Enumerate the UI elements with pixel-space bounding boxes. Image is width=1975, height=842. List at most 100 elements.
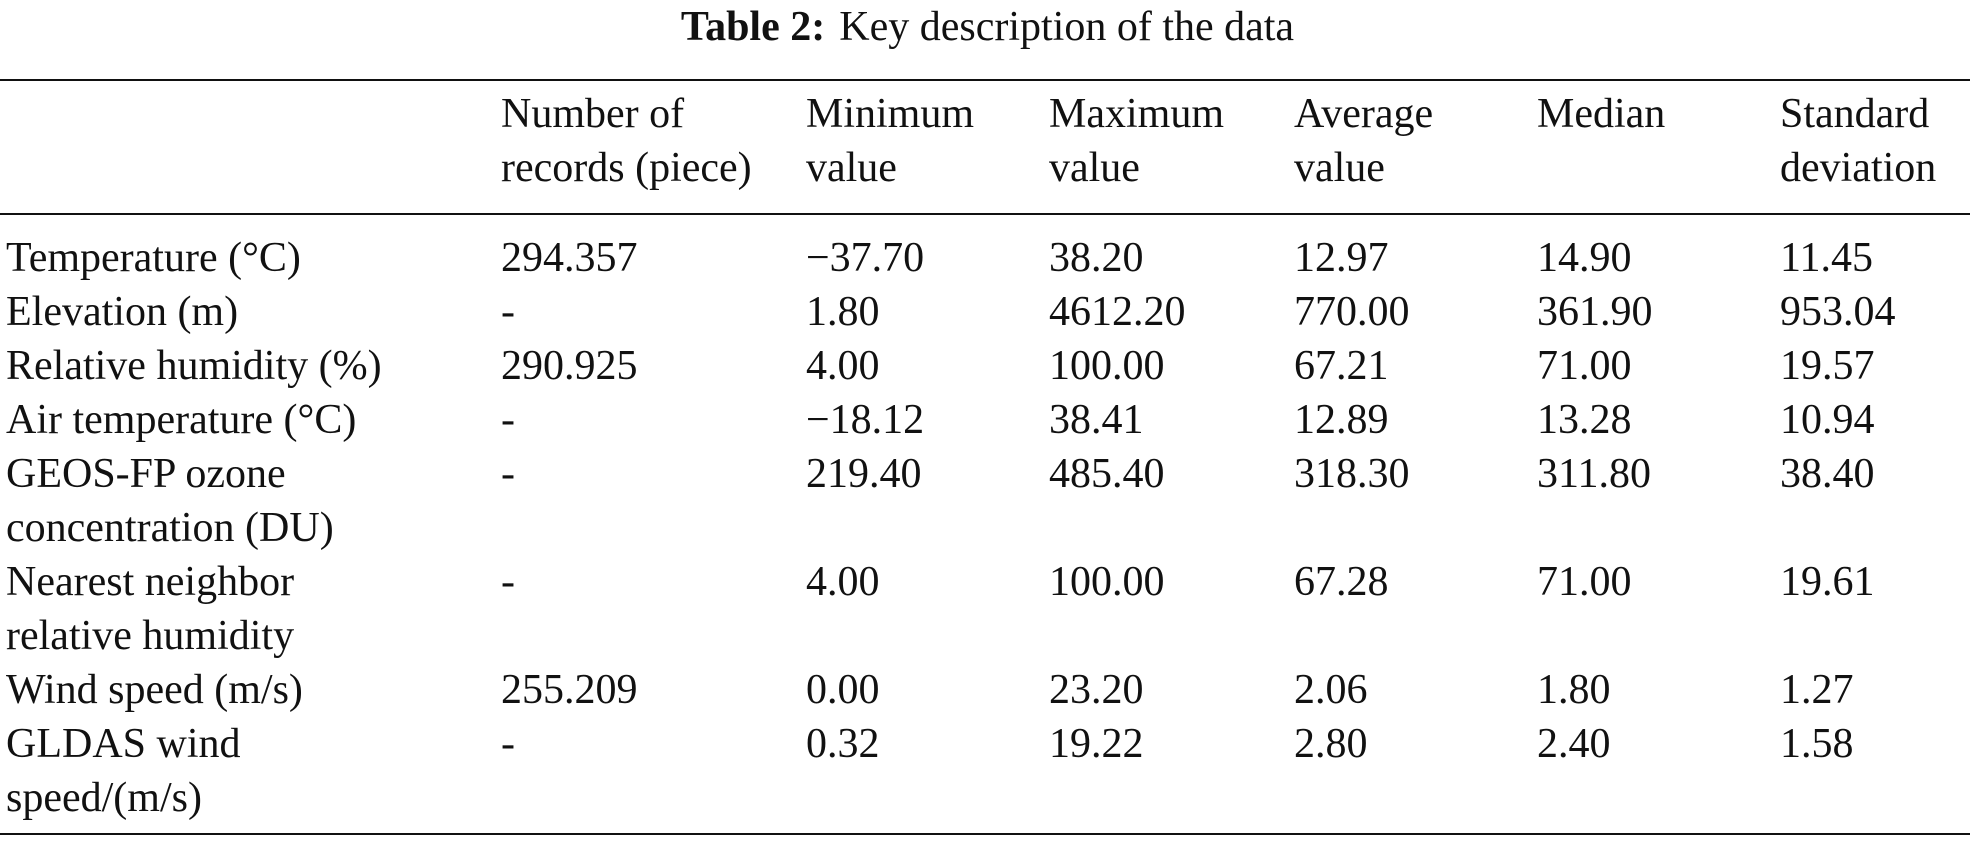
cell-line: speed/(m/s) (6, 775, 202, 821)
row-label: GEOS-FP ozone concentration (DU) (0, 447, 495, 555)
table-row: Wind speed (m/s) 255.209 0.00 23.20 2.06 1.80… (0, 663, 1970, 717)
table-cell: 13.28 (1537, 397, 1632, 443)
cell-line: relative humidity (6, 613, 295, 659)
data-table: Number of records (piece) Minimum value Maxi… (0, 79, 1970, 835)
table-cell: 10.94 (1780, 397, 1875, 443)
cell-line: value (1049, 145, 1140, 191)
table-cell: 294.357 (501, 235, 638, 281)
row-label: Elevation (m) (0, 285, 495, 339)
cell-line: Number of (501, 91, 685, 137)
row-label: Air temperature (°C) (0, 393, 495, 447)
table-cell: 19.61 (1780, 559, 1875, 605)
table-cell: 19.57 (1780, 343, 1875, 389)
cell-line: Air temperature (°C) (6, 397, 357, 443)
table-caption: Table 2: Key description of the data (0, 0, 1975, 54)
table-cell: 67.28 (1294, 559, 1389, 605)
table-cell: 1.58 (1780, 721, 1854, 767)
table-cell: 11.45 (1780, 235, 1873, 281)
table-cell: - (501, 559, 515, 605)
cell-line: value (806, 145, 897, 191)
cell-line: Relative humidity (%) (6, 343, 382, 389)
table-cell: 38.41 (1049, 397, 1144, 443)
table-cell: 1.27 (1780, 667, 1854, 713)
table-row: Nearest neighbor relative humidity - 4.00 10… (0, 555, 1970, 663)
cell-line: Wind speed (m/s) (6, 667, 303, 713)
header-cell: Number of records (piece) (495, 80, 800, 214)
table-row: Elevation (m) - 1.80 4612.20 770.00 361.90 953… (0, 285, 1970, 339)
table-cell: 12.97 (1294, 235, 1389, 281)
table-cell: 953.04 (1780, 289, 1896, 335)
table-cell: 1.80 (806, 289, 880, 335)
cell-line: concentration (DU) (6, 505, 334, 551)
table-cell: 219.40 (806, 451, 922, 497)
table-cell: 4.00 (806, 343, 880, 389)
table-cell: −37.70 (806, 235, 925, 281)
table-cell: - (501, 451, 515, 497)
table-cell: 12.89 (1294, 397, 1389, 443)
cell-line: Elevation (m) (6, 289, 239, 335)
cell-line: Median (1537, 91, 1666, 137)
cell-line: Average (1294, 91, 1434, 137)
header-cell: Maximum value (1043, 80, 1288, 214)
table-row: Relative humidity (%) 290.925 4.00 100.00 67… (0, 339, 1970, 393)
table-cell: 4.00 (806, 559, 880, 605)
table-cell: 1.80 (1537, 667, 1611, 713)
table-cell: 38.40 (1780, 451, 1875, 497)
row-label: Wind speed (m/s) (0, 663, 495, 717)
table-cell: 290.925 (501, 343, 638, 389)
table-cell: - (501, 397, 515, 443)
header-row: Number of records (piece) Minimum value Maxi… (0, 80, 1970, 214)
table-cell: 311.80 (1537, 451, 1651, 497)
cell-line: Standard (1780, 91, 1930, 137)
header-cell: Standard deviation (1774, 80, 1970, 214)
table-cell: 318.30 (1294, 451, 1410, 497)
cell-line: deviation (1780, 145, 1937, 191)
table-cell: −18.12 (806, 397, 925, 443)
table-cell: - (501, 289, 515, 335)
table-cell: 361.90 (1537, 289, 1653, 335)
table-cell: 2.40 (1537, 721, 1611, 767)
table-cell: 14.90 (1537, 235, 1632, 281)
table-cell: 100.00 (1049, 559, 1165, 605)
table-cell: 2.06 (1294, 667, 1368, 713)
cell-line: value (1294, 145, 1385, 191)
row-label: Temperature (°C) (0, 214, 495, 285)
cell-line: Maximum (1049, 91, 1224, 137)
table-cell: 2.80 (1294, 721, 1368, 767)
table-cell: 0.00 (806, 667, 880, 713)
table-cell: 0.32 (806, 721, 880, 767)
table-cell: 71.00 (1537, 343, 1632, 389)
row-label: Relative humidity (%) (0, 339, 495, 393)
row-label: GLDAS wind speed/(m/s) (0, 717, 495, 834)
table-row: GEOS-FP ozone concentration (DU) - 219.40 48… (0, 447, 1970, 555)
cell-line: records (piece) (501, 145, 752, 191)
table-cell: 23.20 (1049, 667, 1144, 713)
header-cell: Median (1531, 80, 1774, 214)
table-cell: 67.21 (1294, 343, 1389, 389)
table-cell: 71.00 (1537, 559, 1632, 605)
caption-label: Table 2: (680, 4, 826, 50)
cell-line: Minimum (806, 91, 975, 137)
table-cell: 4612.20 (1049, 289, 1186, 335)
table-cell: 485.40 (1049, 451, 1165, 497)
row-label: Nearest neighbor relative humidity (0, 555, 495, 663)
table-header: Number of records (piece) Minimum value Maxi… (0, 80, 1970, 214)
table-cell: 255.209 (501, 667, 638, 713)
cell-line: Nearest neighbor (6, 559, 295, 605)
cell-line: GEOS-FP ozone (6, 451, 286, 497)
table-cell: 100.00 (1049, 343, 1165, 389)
table-cell: 38.20 (1049, 235, 1144, 281)
table-cell: - (501, 721, 515, 767)
table-body: Temperature (°C) 294.357 −37.70 38.20 12.97 1… (0, 214, 1970, 834)
header-cell (0, 80, 495, 214)
header-cell: Minimum value (800, 80, 1043, 214)
table-row: Temperature (°C) 294.357 −37.70 38.20 12.97 1… (0, 214, 1970, 285)
table-cell: 19.22 (1049, 721, 1144, 767)
caption-text: Key description of the data (839, 4, 1295, 50)
cell-line: Temperature (°C) (6, 235, 301, 281)
header-cell: Average value (1288, 80, 1531, 214)
table-row: Air temperature (°C) - −18.12 38.41 12.89 13.… (0, 393, 1970, 447)
table-cell: 770.00 (1294, 289, 1410, 335)
cell-line: GLDAS wind (6, 721, 241, 767)
